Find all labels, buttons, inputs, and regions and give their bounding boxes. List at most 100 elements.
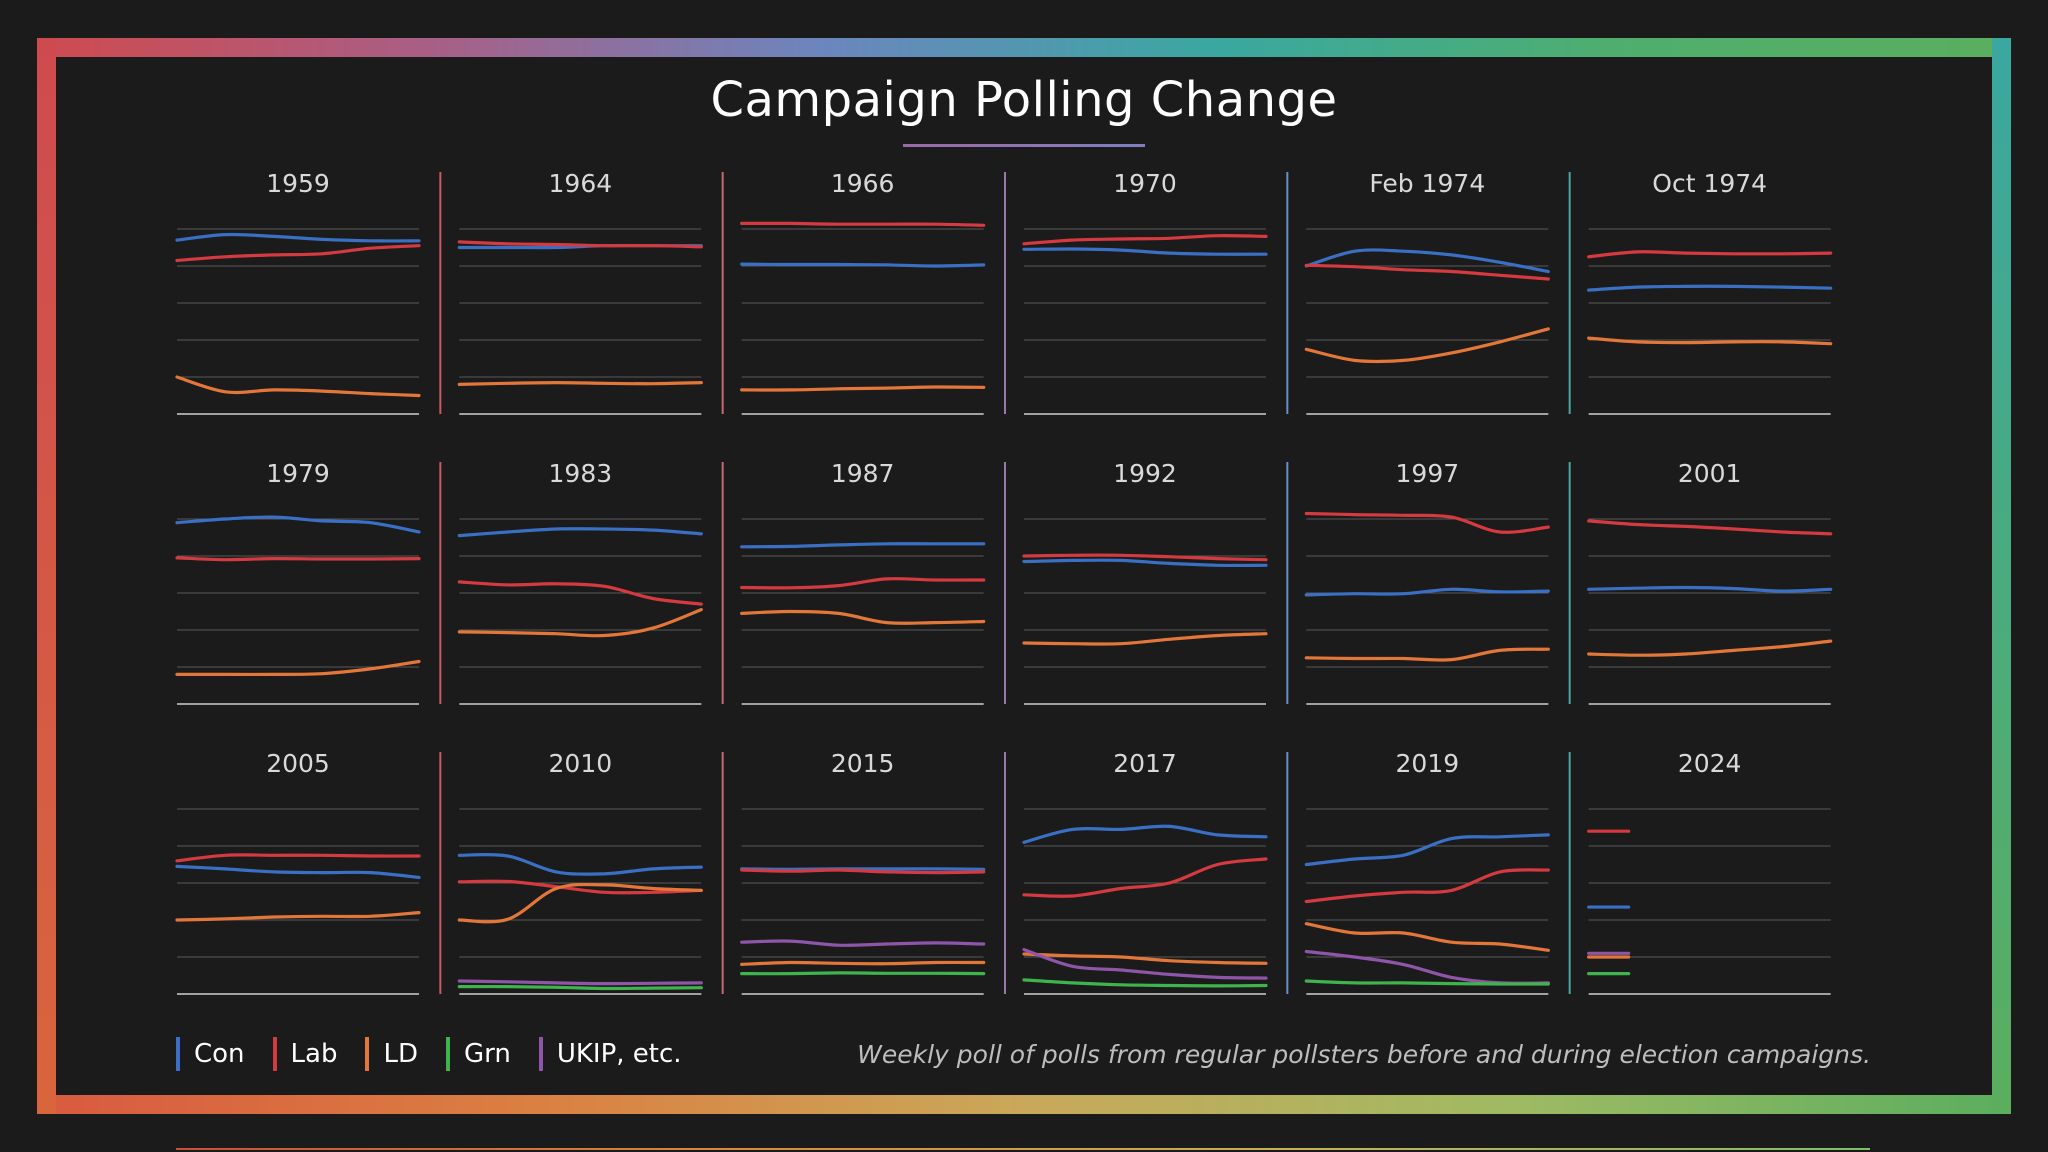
legend-item-ld: LD [365, 1037, 418, 1071]
bottom-strip [176, 1148, 1870, 1150]
series-line-lab [175, 853, 421, 863]
series-line-con [457, 852, 703, 876]
chart-title: Campaign Polling Change [710, 72, 1338, 128]
panel-title: Feb 1974 [1369, 169, 1485, 198]
series-line-lab [1304, 263, 1550, 281]
series-line-grn [1022, 978, 1268, 988]
series-line-ld [1022, 952, 1268, 965]
legend-swatch [538, 1037, 543, 1071]
legend-swatch [445, 1037, 450, 1071]
series-line-ld [740, 960, 986, 966]
series-line-ld [1304, 647, 1550, 662]
panel-title: 1983 [549, 459, 613, 488]
series-line-ld [1304, 327, 1550, 364]
frame-bottom-edge [37, 1095, 2011, 1114]
panel-title: 1970 [1113, 169, 1177, 198]
panel-title: 1964 [549, 169, 613, 198]
legend-item-lab: Lab [272, 1037, 338, 1071]
series-line-lab [740, 577, 986, 590]
series-line-ld [175, 375, 421, 398]
panel-title: 1997 [1396, 459, 1460, 488]
legend-label: Lab [290, 1039, 338, 1069]
frame [37, 38, 2011, 1114]
series-line-grn [1304, 979, 1550, 986]
series-line-con [1022, 824, 1268, 844]
series-line-lab [740, 868, 986, 875]
footnote: Weekly poll of polls from regular pollst… [857, 1040, 1871, 1069]
series-line-lab [1587, 519, 1833, 536]
legend-item-con: Con [176, 1037, 245, 1071]
series-line-ld [457, 882, 703, 924]
series-line-ld [457, 381, 703, 386]
series-line-con [1304, 833, 1550, 867]
series-line-lab [457, 879, 703, 895]
series-line-con [740, 542, 986, 549]
series-line-lab [457, 240, 703, 249]
frame-inner [56, 57, 1992, 1095]
series-line-lab [175, 244, 421, 263]
series-line-grn [740, 971, 986, 976]
legend-label: UKIP, etc. [556, 1039, 682, 1069]
panel-title: 2015 [831, 749, 895, 778]
legend-swatch [272, 1037, 277, 1071]
series-line-lab [1304, 868, 1550, 904]
series-line-con [457, 527, 703, 538]
series-line-ld [1587, 639, 1833, 657]
panel-title: 2005 [266, 749, 330, 778]
panel-title: 1992 [1113, 459, 1177, 488]
series-line-con [175, 515, 421, 534]
legend-label: LD [383, 1039, 418, 1069]
series-line-grn [457, 984, 703, 991]
legend-item-ukip: UKIP, etc. [538, 1037, 682, 1071]
series-line-con [1022, 247, 1268, 256]
legend-item-grn: Grn [445, 1037, 511, 1071]
legend-label: Grn [463, 1039, 511, 1069]
panel-title: 1987 [831, 459, 895, 488]
series-line-ld [457, 608, 703, 638]
series-line-con [1304, 587, 1550, 597]
frame-right-edge [1992, 38, 2011, 1114]
series-line-ld [1587, 336, 1833, 346]
series-line-lab [1022, 857, 1268, 898]
series-line-ld [1304, 922, 1550, 952]
series-line-ukip [740, 939, 986, 947]
title-underline [903, 144, 1145, 147]
frame-left-edge [37, 38, 56, 1114]
series-line-ukip [1304, 949, 1550, 985]
panel-title: 2019 [1396, 749, 1460, 778]
series-line-lab [1587, 250, 1833, 259]
series-line-lab [457, 580, 703, 606]
series-line-lab [1022, 553, 1268, 562]
series-line-con [1587, 284, 1833, 292]
series-line-con [1587, 585, 1833, 593]
series-line-con [175, 232, 421, 243]
legend-swatch [365, 1037, 370, 1071]
series-line-lab [1022, 234, 1268, 246]
panel-title: 2024 [1678, 749, 1742, 778]
panel-title: 2001 [1678, 459, 1742, 488]
panel-title: 1979 [266, 459, 330, 488]
series-line-ld [740, 609, 986, 625]
series-line-ld [740, 385, 986, 392]
series-line-con [1022, 558, 1268, 568]
panel-title: 1966 [831, 169, 895, 198]
panel-title: 2010 [549, 749, 613, 778]
series-line-con [175, 864, 421, 880]
legend: Con Lab LD Grn UKIP, etc. [176, 1036, 710, 1072]
series-line-ukip [457, 979, 703, 986]
series-line-lab [740, 221, 986, 227]
series-line-con [1304, 248, 1550, 274]
series-line-lab [1304, 511, 1550, 534]
series-line-con [740, 262, 986, 268]
series-line-ukip [1022, 948, 1268, 980]
series-line-ld [1022, 632, 1268, 646]
legend-label: Con [194, 1039, 245, 1069]
series-line-ld [175, 911, 421, 922]
panel-title: 2017 [1113, 749, 1177, 778]
series-line-ld [175, 659, 421, 677]
legend-swatch [176, 1037, 180, 1071]
panel-title: Oct 1974 [1652, 169, 1767, 198]
panel-title: 1959 [266, 169, 330, 198]
series-line-lab [175, 556, 421, 562]
